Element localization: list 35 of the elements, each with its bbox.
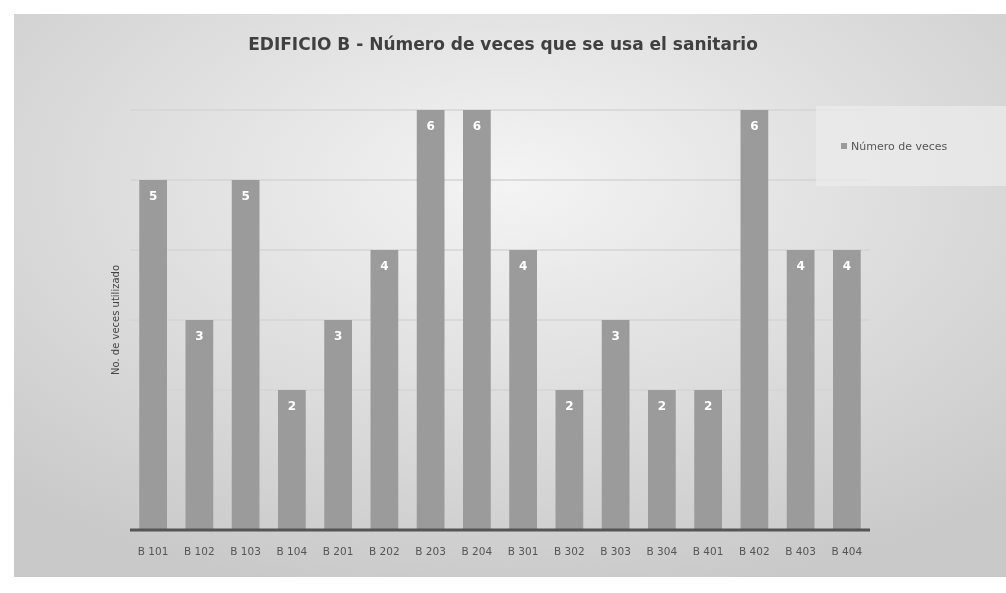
data-label: 4	[796, 259, 805, 273]
data-label: 5	[241, 189, 250, 203]
x-tick-label: B 103	[230, 545, 261, 557]
x-tick-label: B 204	[461, 545, 493, 557]
chart-title: EDIFICIO B - Número de veces que se usa el sanitario	[248, 34, 758, 54]
data-label: 3	[195, 329, 204, 343]
x-tick-label: B 403	[785, 545, 816, 557]
data-label: 4	[380, 259, 389, 273]
x-tick-label: B 401	[692, 545, 724, 557]
x-tick-label: B 301	[507, 545, 539, 557]
data-label: 2	[657, 399, 667, 413]
data-label: 4	[518, 259, 528, 273]
data-label: 2	[565, 399, 574, 413]
legend-label: Número de veces	[851, 140, 948, 153]
data-label: 5	[148, 189, 158, 203]
x-tick-label: B 102	[184, 545, 215, 557]
data-label: 2	[287, 399, 297, 413]
data-label: 6	[472, 119, 482, 133]
data-label: 6	[750, 119, 759, 133]
x-tick-label: B 302	[554, 545, 585, 557]
x-tick-label: B 202	[369, 545, 400, 557]
data-label: 3	[333, 329, 343, 343]
x-tick-label: B 101	[137, 545, 169, 557]
data-label: 3	[611, 329, 620, 343]
x-tick-label: B 104	[276, 545, 308, 557]
data-label: 4	[842, 259, 852, 273]
x-tick-label: B 404	[831, 545, 863, 557]
x-tick-label: B 201	[322, 545, 354, 557]
y-axis-title: No. de veces utilizado	[110, 264, 121, 376]
data-label: 6	[426, 119, 435, 133]
x-tick-label: B 303	[600, 545, 631, 557]
x-tick-label: B 304	[646, 545, 678, 557]
data-label: 2	[703, 399, 713, 413]
x-tick-label: B 402	[739, 545, 770, 557]
x-tick-label: B 203	[415, 545, 446, 557]
